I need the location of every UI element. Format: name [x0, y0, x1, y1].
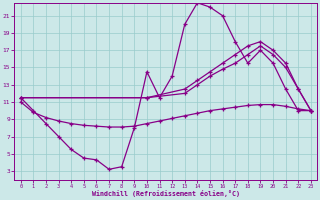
- X-axis label: Windchill (Refroidissement éolien,°C): Windchill (Refroidissement éolien,°C): [92, 190, 240, 197]
